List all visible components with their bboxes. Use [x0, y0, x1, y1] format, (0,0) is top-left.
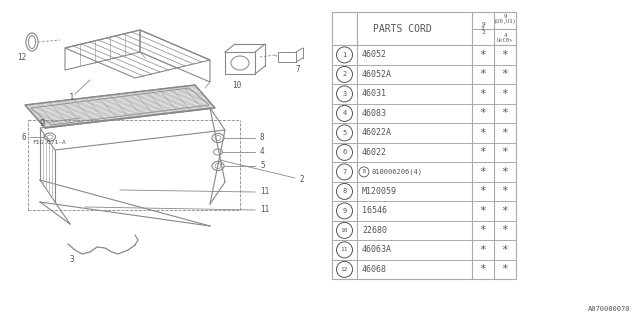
Text: *: * — [502, 148, 508, 157]
Text: 1: 1 — [69, 93, 75, 102]
Text: 7: 7 — [296, 65, 300, 74]
Text: 9
3
2: 9 3 2 — [481, 22, 485, 36]
Text: 46052A: 46052A — [362, 70, 392, 79]
Text: 10: 10 — [340, 228, 348, 233]
Text: *: * — [479, 245, 486, 255]
Text: FIG.071-A: FIG.071-A — [32, 140, 66, 145]
Polygon shape — [25, 85, 215, 128]
Text: *: * — [479, 50, 486, 60]
Text: *: * — [502, 206, 508, 216]
Text: 46083: 46083 — [362, 109, 387, 118]
Text: M120059: M120059 — [362, 187, 397, 196]
Text: 11: 11 — [260, 205, 269, 214]
Text: 46022A: 46022A — [362, 128, 392, 137]
Text: 4: 4 — [342, 110, 347, 116]
Text: *: * — [479, 128, 486, 138]
Text: *: * — [502, 264, 508, 274]
Text: *: * — [479, 69, 486, 79]
Text: 46022: 46022 — [362, 148, 387, 157]
Text: 7: 7 — [342, 169, 347, 175]
Text: 6: 6 — [342, 149, 347, 156]
Text: *: * — [479, 148, 486, 157]
Text: *: * — [502, 89, 508, 99]
Text: 8: 8 — [342, 188, 347, 194]
Text: 46068: 46068 — [362, 265, 387, 274]
Text: 46052: 46052 — [362, 50, 387, 60]
Text: *: * — [479, 89, 486, 99]
Text: 16546: 16546 — [362, 206, 387, 215]
Text: 46063A: 46063A — [362, 245, 392, 254]
Text: 12: 12 — [340, 267, 348, 272]
Text: *: * — [502, 167, 508, 177]
Text: 4
U<C0>: 4 U<C0> — [497, 33, 513, 43]
Text: 22680: 22680 — [362, 226, 387, 235]
Text: *: * — [502, 245, 508, 255]
Text: *: * — [479, 186, 486, 196]
Text: 9
(U0,U1): 9 (U0,U1) — [493, 14, 516, 24]
Text: *: * — [479, 264, 486, 274]
Text: 12: 12 — [17, 53, 27, 62]
Bar — [332, 12, 516, 279]
Text: 8: 8 — [260, 133, 264, 142]
Text: 010006206(4): 010006206(4) — [371, 169, 422, 175]
Text: 10: 10 — [232, 81, 242, 90]
Text: 4: 4 — [260, 148, 264, 156]
Text: 2: 2 — [299, 175, 303, 185]
Text: *: * — [502, 50, 508, 60]
Text: *: * — [479, 225, 486, 236]
Text: 1: 1 — [342, 52, 347, 58]
Text: 11: 11 — [260, 188, 269, 196]
Text: 2: 2 — [342, 71, 347, 77]
Text: *: * — [502, 225, 508, 236]
Text: A070000070: A070000070 — [588, 306, 630, 312]
Text: 9: 9 — [342, 208, 347, 214]
Text: *: * — [502, 69, 508, 79]
Text: *: * — [502, 186, 508, 196]
Text: B: B — [363, 169, 365, 174]
Text: 9: 9 — [39, 119, 45, 129]
Text: PARTS CORD: PARTS CORD — [372, 24, 431, 34]
Text: 3: 3 — [342, 91, 347, 97]
Text: 5: 5 — [342, 130, 347, 136]
Text: *: * — [479, 167, 486, 177]
Text: 46031: 46031 — [362, 89, 387, 98]
Text: *: * — [502, 128, 508, 138]
Text: 6: 6 — [22, 132, 26, 141]
Text: 11: 11 — [340, 247, 348, 252]
Text: 3: 3 — [70, 255, 74, 265]
Text: 5: 5 — [260, 162, 264, 171]
Text: *: * — [502, 108, 508, 118]
Text: *: * — [479, 108, 486, 118]
Text: *: * — [479, 206, 486, 216]
